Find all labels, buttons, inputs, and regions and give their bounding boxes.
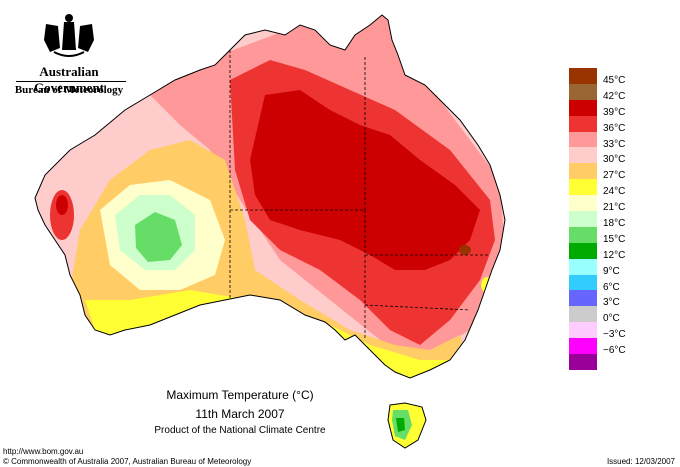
legend-swatch <box>569 99 597 116</box>
legend-label: 39°C <box>603 106 626 118</box>
legend-swatch <box>569 211 597 227</box>
legend-swatch <box>569 163 597 180</box>
bureau-name: Bureau of Meteorology <box>14 84 124 96</box>
legend-entry <box>569 354 633 370</box>
map-date: 11th March 2007 <box>195 407 285 421</box>
legend-label: 18°C <box>603 218 626 230</box>
legend-label: 30°C <box>603 154 626 166</box>
legend-swatch <box>569 322 597 339</box>
legend-swatch <box>569 115 597 132</box>
legend-label: 45°C <box>603 75 626 86</box>
legend-label: 42°C <box>603 90 626 102</box>
legend-label: 21°C <box>603 202 626 214</box>
legend-entry: 0°C <box>569 306 633 325</box>
legend-label: 36°C <box>603 122 626 134</box>
legend-swatch <box>569 258 597 275</box>
legend-swatch <box>569 290 597 307</box>
legend-swatch <box>569 242 597 259</box>
legend-entry: 9°C <box>569 258 633 277</box>
legend-entry: 33°C <box>569 131 633 150</box>
map-caption: Maximum Temperature (°C) 11th March 2007… <box>120 387 360 437</box>
legend-swatch <box>569 147 597 164</box>
legend-label: 24°C <box>603 186 626 198</box>
legend-entry: 3°C <box>569 290 633 309</box>
legend-label: 0°C <box>603 313 620 325</box>
map-title: Maximum Temperature (°C) <box>166 388 314 402</box>
coat-of-arms-icon <box>44 14 94 57</box>
legend-entry: 15°C <box>569 226 633 245</box>
logo-divider <box>16 81 126 82</box>
legend-swatch <box>569 131 597 148</box>
legend-label: 27°C <box>603 170 626 182</box>
source-link[interactable]: http://www.bom.gov.au <box>3 447 84 456</box>
copyright-notice: © Commonwealth of Australia 2007, Austra… <box>3 457 252 466</box>
legend-swatch <box>569 274 597 291</box>
government-logo: Australian Government Bureau of Meteorol… <box>6 10 132 96</box>
government-name: Australian Government <box>33 64 105 95</box>
legend-swatch <box>569 83 597 100</box>
legend-label: 3°C <box>603 297 620 309</box>
legend-swatch <box>569 68 597 84</box>
legend-label: 12°C <box>603 249 626 261</box>
legend-entry: 45°C <box>569 68 633 86</box>
legend-swatch <box>569 338 597 355</box>
legend-swatch <box>569 195 597 212</box>
product-credit: Product of the National Climate Centre <box>154 425 326 436</box>
legend-entry: 21°C <box>569 195 633 214</box>
legend-entry: 27°C <box>569 163 633 182</box>
legend-label: 6°C <box>603 281 620 293</box>
legend-swatch <box>569 179 597 196</box>
legend-entry: 39°C <box>569 99 633 118</box>
legend-entry: 42°C <box>569 83 633 102</box>
legend-label: −3°C <box>603 329 626 341</box>
legend-label: 33°C <box>603 138 626 150</box>
temperature-legend: 45°C 42°C 39°C 36°C 33°C 30°C 27°C 24°C 21°C 18°C… <box>569 68 633 370</box>
legend-entry: 18°C <box>569 211 633 230</box>
legend-entry: 36°C <box>569 115 633 134</box>
legend-entry: 6°C <box>569 274 633 293</box>
legend-label: 9°C <box>603 265 620 277</box>
legend-entry: 30°C <box>569 147 633 166</box>
issued-date: Issued: 12/03/2007 <box>606 457 675 466</box>
legend-entry: −3°C <box>569 322 633 341</box>
legend-entry: −6°C <box>569 338 633 357</box>
legend-label: 15°C <box>603 233 626 245</box>
legend-swatch <box>569 226 597 243</box>
legend-entry: 12°C <box>569 242 633 261</box>
legend-swatch <box>569 306 597 323</box>
legend-entry: 24°C <box>569 179 633 198</box>
legend-swatch <box>569 354 597 370</box>
legend-label: −6°C <box>603 345 626 357</box>
